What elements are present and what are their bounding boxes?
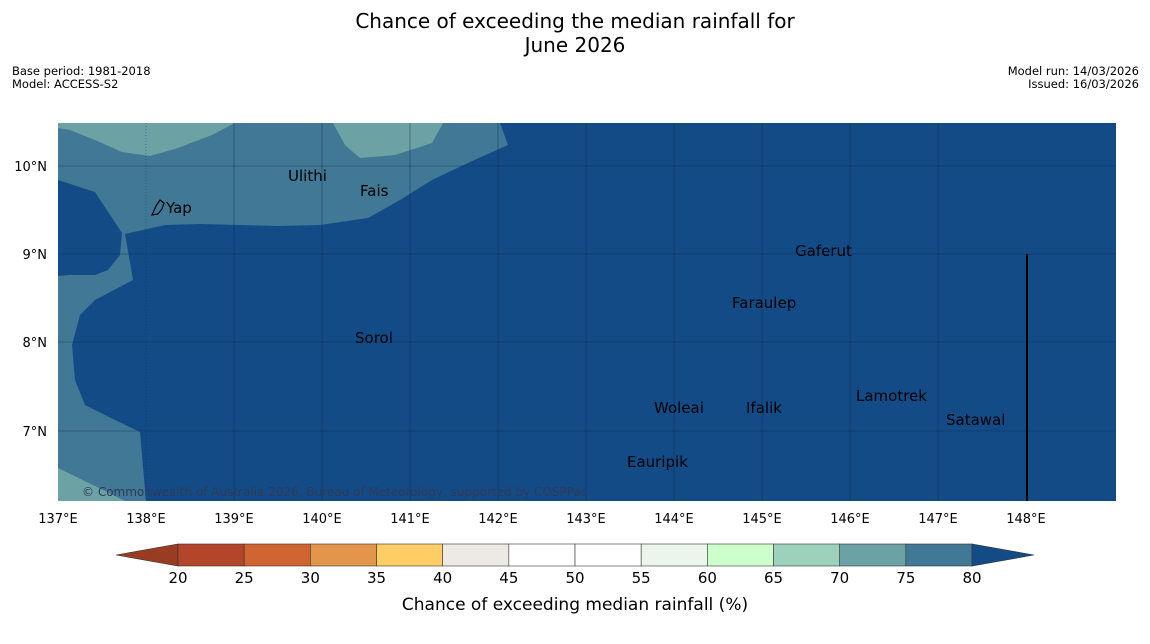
lon-label: 143°E	[566, 512, 606, 527]
map-area	[58, 123, 1116, 501]
lon-label: 144°E	[654, 512, 694, 527]
place-woleai: Woleai	[654, 399, 704, 417]
lon-label: 139°E	[214, 512, 254, 527]
place-yap: Yap	[165, 199, 192, 217]
lon-label: 141°E	[390, 512, 430, 527]
region-75-80-west	[58, 233, 146, 501]
place-gaferut: Gaferut	[795, 242, 852, 260]
latitude-labels: 10°N 9°N 8°N 7°N	[14, 160, 47, 440]
colorbar-ticks: 20 25 30 35 40 45 50 55 60 65 70 75 80	[168, 569, 981, 587]
region-above-80-near-yap	[58, 180, 122, 276]
lon-label: 140°E	[302, 512, 342, 527]
colorbar-bin	[310, 543, 377, 567]
colorbar-bin	[574, 543, 642, 567]
region-70-75-north	[58, 123, 235, 156]
yap-island-outline	[150, 199, 165, 216]
colorbar-tick-label: 75	[896, 569, 915, 587]
colorbar-tick-label: 50	[565, 569, 584, 587]
place-sorol: Sorol	[355, 329, 393, 347]
colorbar-label: Chance of exceeding median rainfall (%)	[402, 595, 748, 615]
lon-label: 148°E	[1006, 512, 1046, 527]
lat-label: 7°N	[23, 425, 48, 440]
colorbar-bin	[640, 543, 708, 567]
region-70-75-north-2	[333, 123, 443, 158]
lon-label: 145°E	[742, 512, 782, 527]
place-labels: Yap Ulithi Fais Gaferut Faraulep Sorol L…	[165, 167, 1005, 471]
base-period: Base period: 1981-2018	[12, 64, 151, 78]
issued-date: Issued: 16/03/2026	[1028, 77, 1139, 91]
colorbar-tick-label: 80	[962, 569, 981, 587]
place-satawal: Satawal	[946, 411, 1005, 429]
colorbar	[115, 543, 1035, 567]
colorbar-tick-label: 25	[235, 569, 254, 587]
lat-label: 8°N	[23, 336, 48, 351]
colorbar-bin	[243, 543, 311, 567]
colorbar-tick-label: 65	[764, 569, 783, 587]
place-faraulep: Faraulep	[732, 294, 796, 312]
lon-label: 137°E	[38, 512, 78, 527]
longitude-labels: 137°E 138°E 139°E 140°E 141°E 142°E 143°E 144°E…	[38, 512, 1046, 527]
lon-label: 138°E	[126, 512, 166, 527]
copyright-notice: © Commonwealth of Australia 2026, Bureau…	[82, 485, 587, 499]
colorbar-tick-label: 20	[168, 569, 187, 587]
lat-label: 10°N	[14, 160, 47, 175]
colorbar-bin	[442, 543, 510, 567]
meta-left: Base period: 1981-2018 Model: ACCESS-S2	[12, 65, 151, 91]
colorbar-bin	[376, 543, 443, 567]
place-ulithi: Ulithi	[288, 167, 327, 185]
title-line-2: June 2026	[524, 33, 626, 57]
lon-label: 146°E	[830, 512, 870, 527]
colorbar-tick-label: 55	[632, 569, 651, 587]
lon-label: 142°E	[478, 512, 518, 527]
place-fais: Fais	[360, 182, 389, 200]
colorbar-under-arrow	[115, 543, 179, 567]
place-ifalik: Ifalik	[746, 399, 782, 417]
meta-right: Model run: 14/03/2026 Issued: 16/03/2026	[1008, 65, 1139, 91]
colorbar-tick-label: 40	[433, 569, 452, 587]
title-line-1: Chance of exceeding the median rainfall …	[355, 9, 795, 33]
colorbar-over-arrow	[971, 543, 1035, 567]
region-70-75-south	[58, 468, 125, 501]
model-name: Model: ACCESS-S2	[12, 77, 119, 91]
colorbar-tick-label: 70	[830, 569, 849, 587]
graticule	[58, 123, 1116, 501]
colorbar-bin	[508, 543, 576, 567]
place-lamotrek: Lamotrek	[856, 387, 927, 405]
colorbar-bin	[177, 543, 245, 567]
colorbar-bin	[905, 543, 973, 567]
colorbar-bin	[707, 543, 774, 567]
colorbar-bin	[773, 543, 841, 567]
place-eauripik: Eauripik	[627, 453, 688, 471]
colorbar-tick-label: 35	[367, 569, 386, 587]
colorbar-bin	[839, 543, 907, 567]
lon-label: 147°E	[918, 512, 958, 527]
map-title: Chance of exceeding the median rainfall …	[0, 9, 1150, 57]
model-run: Model run: 14/03/2026	[1007, 64, 1139, 78]
colorbar-tick-label: 45	[499, 569, 518, 587]
colorbar-tick-label: 30	[301, 569, 320, 587]
colorbar-tick-label: 60	[698, 569, 717, 587]
lat-label: 9°N	[23, 248, 48, 263]
